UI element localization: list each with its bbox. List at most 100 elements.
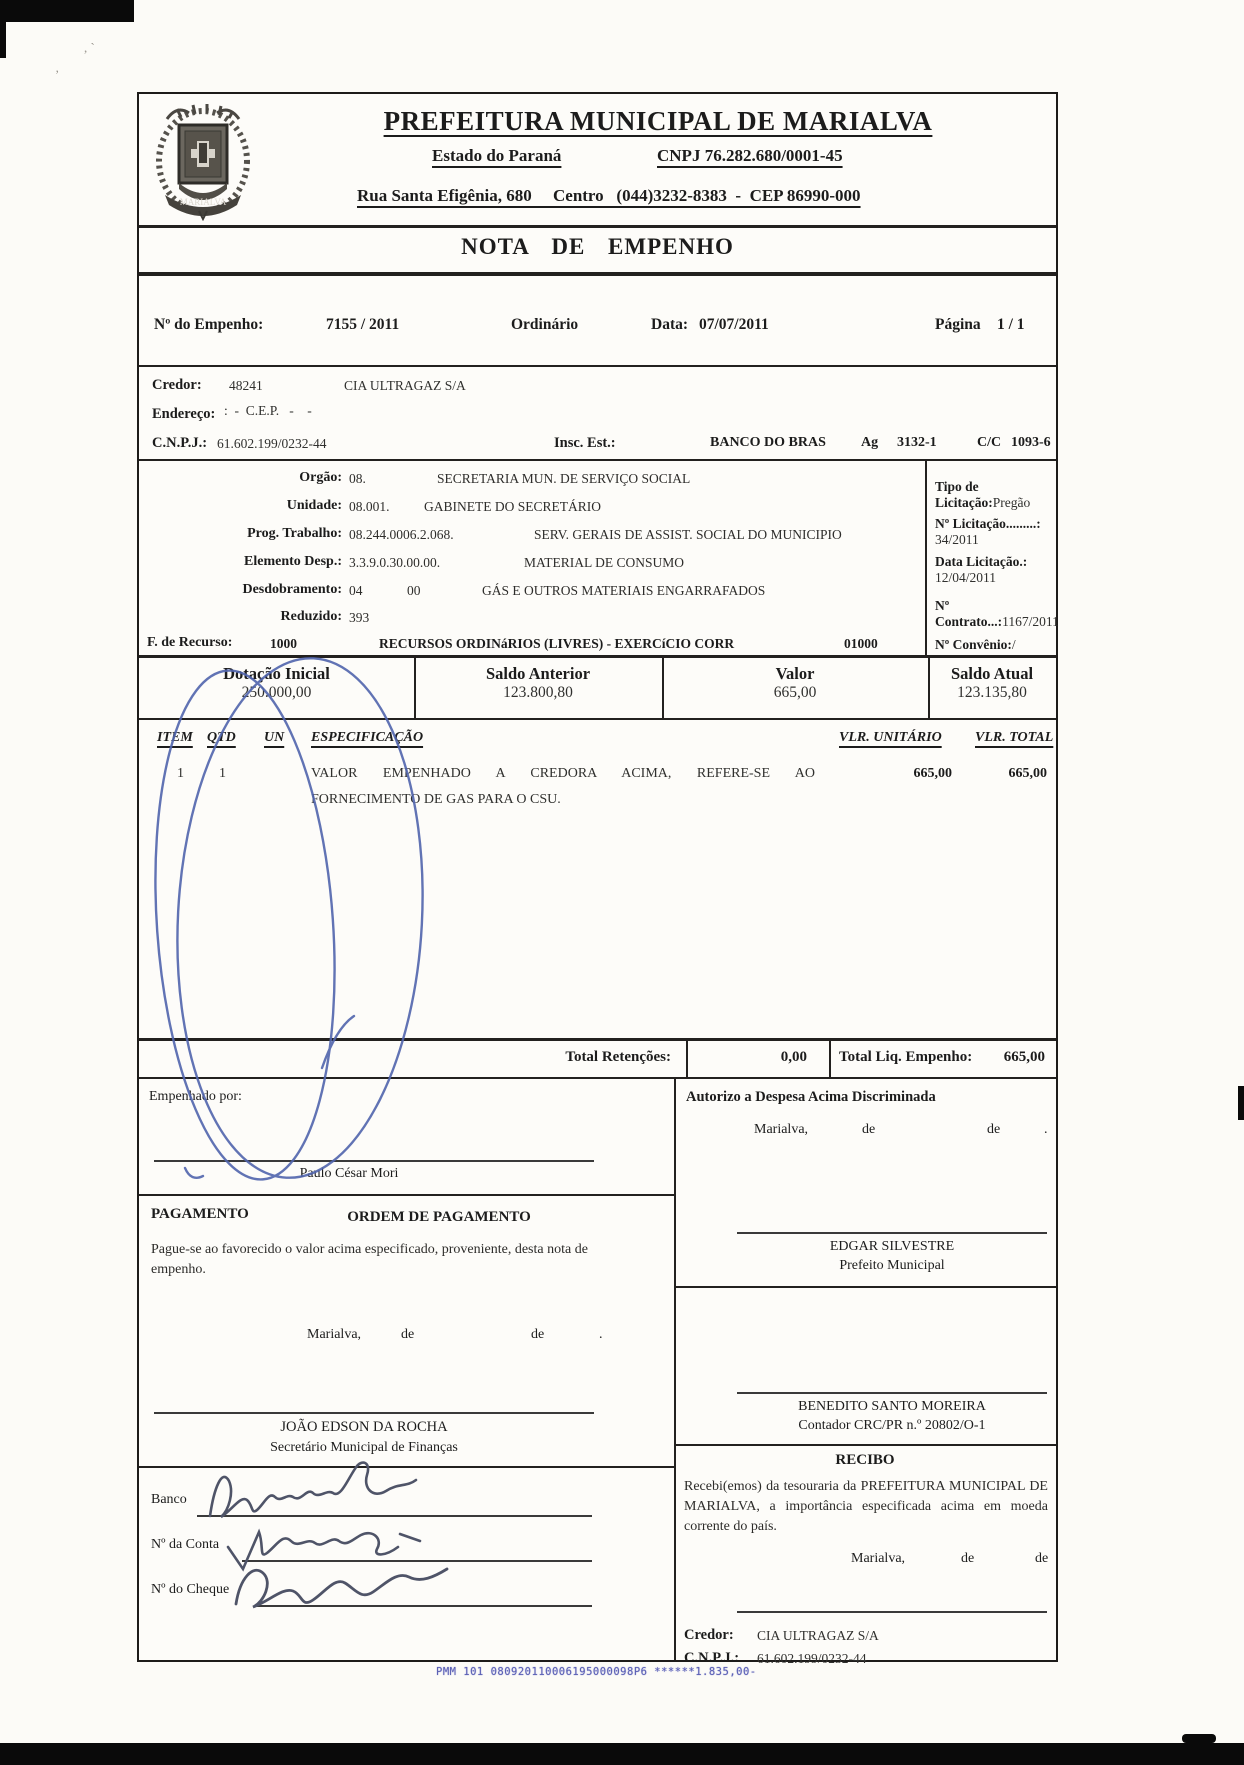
prefeito-name: EDGAR SILVESTRE (829, 1239, 955, 1254)
ordem-pagamento-label: ORDEM DE PAGAMENTO (347, 1209, 531, 1225)
scan-noise-mark: ‚ (55, 60, 60, 75)
recibo-text: Recebi(emos) da tesouraria da PREFEITURA… (684, 1479, 1048, 1534)
divider (139, 1194, 674, 1196)
credor-cnpj: 61.602.199/0232-44 (217, 436, 327, 451)
empenhado-por-label: Empenhado por: (149, 1089, 242, 1104)
empenho-date: 07/07/2011 (699, 316, 769, 333)
recibo-cnpj-value: 61.602.199/0232-44 (757, 1651, 867, 1666)
doc-type-bar: NOTA DE EMPENHO (139, 234, 1056, 260)
signatures-center-divider (674, 1079, 676, 1660)
divider (139, 459, 1056, 461)
credor-name: CIA ULTRAGAZ S/A (344, 378, 466, 393)
prefeito-role: Prefeito Municipal (839, 1258, 945, 1273)
fonte-recurso-code: 1000 (270, 636, 297, 651)
scan-artifact-bottom-bar (0, 1743, 1244, 1765)
cheque-field-line (257, 1605, 592, 1607)
address-line: Rua Santa Efigênia, 680 Centro (044)3232… (357, 186, 861, 205)
de-blank: de (1035, 1551, 1049, 1566)
scan-noise-mark: , ` (84, 40, 95, 55)
valor-value: 665,00 (773, 684, 817, 701)
elemento-desp-code: 3.3.9.0.30.00.00. (349, 555, 441, 570)
agencia-label: Ag (861, 435, 879, 450)
saldo-anterior-value: 123.800,80 (503, 684, 573, 701)
item-spec-line1: VALOR EMPENHADO A CREDORA ACIMA, REFERE-… (311, 766, 815, 781)
saldo-atual-col: Saldo Atual 123.135,80 (928, 664, 1056, 702)
total-retencoes-label: Total Retenções: (565, 1049, 671, 1065)
desdobramento-desc: GÁS E OUTROS MATERIAIS ENGARRAFADOS (482, 583, 766, 598)
contador-name: BENEDITO SANTO MOREIRA (798, 1399, 986, 1414)
dot-matrix-footer-code: PMM 101 080920110006195000098P6 ******1.… (436, 1666, 757, 1678)
scan-artifact-top-left-bar (0, 0, 134, 22)
cheque-field-label: Nº do Cheque (151, 1582, 230, 1597)
credor-code: 48241 (229, 378, 263, 393)
credor-cnpj-label: C.N.P.J.: (152, 435, 208, 451)
contrato-numero-value: 1167/2011 (1002, 614, 1059, 629)
saldos-table: Dotação Inicial 250.000,00 Saldo Anterio… (139, 655, 1056, 720)
valor-header: Valor (775, 664, 815, 683)
saldo-atual-value: 123.135,80 (957, 684, 1027, 701)
scan-artifact-left-sliver (0, 0, 6, 58)
conta-corrente-number: 1093-6 (1011, 435, 1051, 450)
saldo-anterior-header: Saldo Anterior (485, 664, 591, 683)
unidade-code: 08.001. (349, 499, 390, 514)
total-retencoes-value: 0,00 (780, 1049, 807, 1065)
item-number: 1 (177, 766, 184, 781)
city-blank: Marialva, (307, 1327, 362, 1342)
convenio-numero-label: Nº Convênio: (935, 637, 1012, 652)
licitacao-data-label: Data Licitação.: (935, 554, 1028, 569)
totals-divider (686, 1041, 688, 1077)
elemento-desp-desc: MATERIAL DE CONSUMO (524, 555, 685, 570)
orgao-desc: SECRETARIA MUN. DE SERVIÇO SOCIAL (437, 471, 691, 486)
fonte-recurso-extra: 01000 (844, 636, 878, 651)
desdobramento-label: Desdobramento: (242, 582, 342, 597)
licitacao-numero-label: Nº Licitação.........: (935, 516, 1041, 531)
divider (139, 365, 1056, 367)
divider (674, 1286, 1056, 1288)
header-cnpj: CNPJ 76.282.680/0001-45 (657, 146, 843, 165)
licitacao-data: Data Licitação.: 12/04/2011 (935, 554, 1053, 586)
convenio-numero: Nº Convênio:/ (935, 637, 1053, 653)
autorizo-label: Autorizo a Despesa Acima Discriminada (686, 1089, 936, 1105)
fonte-recurso-desc: RECURSOS ORDINáRIOS (LIVRES) - EXERCíCIO… (379, 636, 735, 651)
empenho-number: 7155 / 2011 (326, 316, 400, 333)
recibo-cnpj-label: C.N.P.J.: (684, 1650, 740, 1666)
prog-trabalho-label: Prog. Trabalho: (247, 526, 342, 541)
nota-de-empenho-form: MARIALVA PREFEITURA MUNICIPAL DE MARIALV… (137, 92, 1059, 1666)
totals-divider (829, 1041, 831, 1077)
contrato-numero-label: Nº Contrato...: (935, 598, 1003, 629)
recibo-credor-label: Credor: (684, 1627, 734, 1643)
banco-name: BANCO DO BRAS (710, 435, 826, 450)
prog-trabalho-desc: SERV. GERAIS DE ASSIST. SOCIAL DO MUNICI… (534, 527, 842, 542)
de-blank: de (961, 1551, 975, 1566)
pague-se-text: Pague-se ao favorecido o valor acima esp… (151, 1242, 588, 1277)
empenho-number-label: Nº do Empenho: (154, 316, 264, 333)
total-liq-empenho-label: Total Liq. Empenho: (839, 1049, 973, 1065)
licitacao-numero: Nº Licitação.........: 34/2011 (935, 516, 1053, 548)
convenio-numero-value: / (1011, 637, 1016, 652)
de-blank: de (987, 1122, 1001, 1137)
city-blank: Marialva, (754, 1122, 809, 1137)
saldos-col-divider (662, 658, 664, 718)
banco-field-label: Banco (151, 1492, 187, 1507)
licitacao-tipo-value: Pregão (992, 495, 1031, 510)
secretario-name: JOÃO EDSON DA ROCHA (280, 1419, 448, 1435)
empenho-date-label: Data: (651, 316, 689, 333)
credor-label: Credor: (152, 377, 202, 393)
orgao-code: 08. (349, 471, 366, 486)
reduzido-label: Reduzido: (280, 609, 342, 624)
classification-section: Orgão: 08. SECRETARIA MUN. DE SERVIÇO SO… (139, 459, 1059, 655)
empenho-type: Ordinário (511, 316, 579, 333)
conta-field-line (242, 1560, 592, 1562)
page-title: PREFEITURA MUNICIPAL DE MARIALVA (383, 106, 933, 136)
conta-corrente-label: C/C (977, 435, 1002, 450)
col-header-vlr-total: VLR. TOTAL (975, 730, 1054, 745)
contrato-numero: Nº Contrato...:1167/2011 (935, 598, 1059, 630)
col-header-vlr-unitario: VLR. UNITÁRIO (839, 730, 942, 745)
recibo-credor-name: CIA ULTRAGAZ S/A (757, 1628, 879, 1643)
doc-type-title: NOTA DE EMPENHO (461, 234, 734, 259)
elemento-desp-label: Elemento Desp.: (244, 554, 342, 569)
contador-role: Contador CRC/PR n.º 20802/O-1 (798, 1418, 986, 1433)
licitacao-numero-value: 34/2011 (935, 532, 979, 547)
insc-est-label: Insc. Est.: (554, 435, 616, 451)
